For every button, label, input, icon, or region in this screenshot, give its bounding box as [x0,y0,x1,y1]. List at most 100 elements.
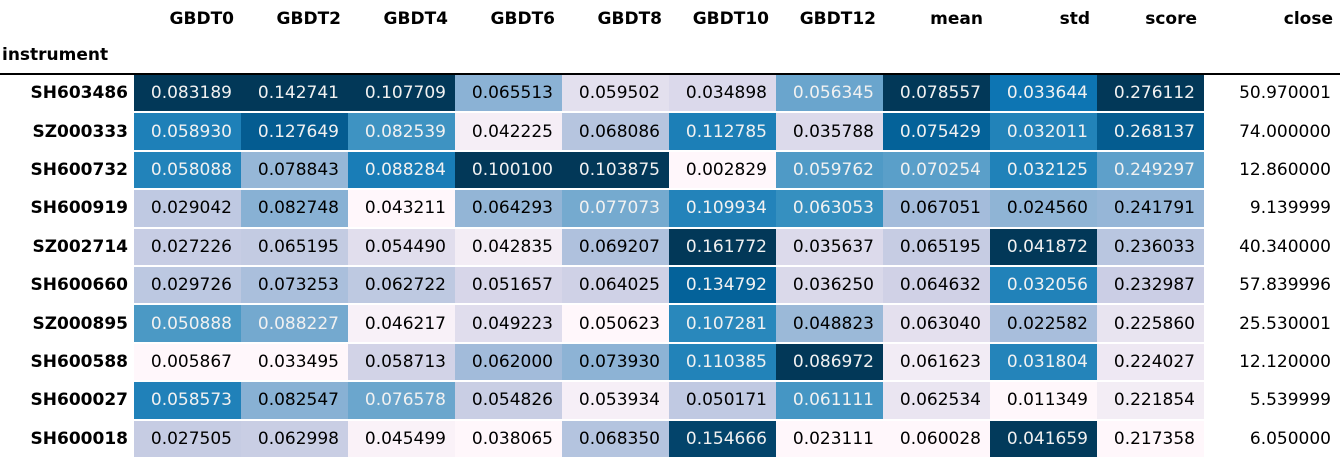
heatmap-cell: 0.276112 [1097,75,1204,114]
heatmap-cell: 0.063053 [776,190,883,229]
table-row-SZ000333: SZ000333 0.058930 0.127649 0.082539 0.042225… [0,113,1340,152]
table-header: GBDT0 GBDT2 GBDT4 GBDT6 GBDT8 GBDT10 GBDT12 mea… [0,0,1340,75]
corner-blank-cell [0,0,134,38]
value-cell-close: 9.139999 [1204,190,1340,229]
heatmap-cell: 0.142741 [241,75,348,114]
heatmap-cell: 0.062000 [455,343,562,383]
heatmap-cell: 0.154666 [669,420,776,459]
heatmap-cell: 0.050623 [562,305,669,344]
heatmap-cell: 0.054826 [455,382,562,421]
heatmap-cell: 0.058573 [134,382,241,421]
row-label: SH603486 [0,75,134,114]
table-row-SH600588: SH600588 0.005867 0.033495 0.058713 0.062000… [0,343,1340,383]
heatmap-cell: 0.022582 [990,305,1097,344]
heatmap-cell: 0.035788 [776,113,883,152]
row-label: SH600660 [0,266,134,306]
heatmap-cell: 0.161772 [669,228,776,267]
heatmap-cell: 0.077073 [562,190,669,229]
heatmap-cell: 0.110385 [669,343,776,383]
column-header-score: score [1145,9,1197,29]
heatmap-cell: 0.076578 [348,382,455,421]
heatmap-cell: 0.217358 [1097,420,1204,459]
column-header-close: close [1283,9,1333,29]
heatmap-cell: 0.065195 [241,228,348,267]
heatmap-cell: 0.036250 [776,266,883,306]
heatmap-cell: 0.060028 [883,420,990,459]
heatmap-cell: 0.109934 [669,190,776,229]
heatmap-cell: 0.082748 [241,190,348,229]
value-cell-close: 57.839996 [1204,266,1340,306]
heatmap-cell: 0.059502 [562,75,669,114]
heatmap-cell: 0.042225 [455,113,562,152]
heatmap-cell: 0.241791 [1097,190,1204,229]
heatmap-cell: 0.041872 [990,228,1097,267]
column-header-GBDT6: GBDT6 [490,9,555,29]
heatmap-cell: 0.078557 [883,75,990,114]
heatmap-cell: 0.011349 [990,382,1097,421]
row-label: SH600732 [0,151,134,191]
value-cell-close: 50.970001 [1204,75,1340,114]
heatmap-cell: 0.029042 [134,190,241,229]
heatmap-cell: 0.070254 [883,151,990,191]
heatmap-cell: 0.035637 [776,228,883,267]
heatmap-cell: 0.023111 [776,420,883,459]
heatmap-cell: 0.031804 [990,343,1097,383]
heatmap-cell: 0.065195 [883,228,990,267]
index-header-row: instrument [0,38,1340,75]
heatmap-cell: 0.078843 [241,151,348,191]
heatmap-cell: 0.005867 [134,343,241,383]
heatmap-cell: 0.063040 [883,305,990,344]
heatmap-cell: 0.062534 [883,382,990,421]
heatmap-cell: 0.088284 [348,151,455,191]
heatmap-cell: 0.049223 [455,305,562,344]
heatmap-cell: 0.236033 [1097,228,1204,267]
heatmap-cell: 0.053934 [562,382,669,421]
heatmap-cell: 0.127649 [241,113,348,152]
heatmap-cell: 0.050171 [669,382,776,421]
heatmap-cell: 0.046217 [348,305,455,344]
heatmap-cell: 0.050888 [134,305,241,344]
table-body: SH603486 0.083189 0.142741 0.107709 0.065513… [0,75,1340,459]
value-cell-close: 12.120000 [1204,343,1340,383]
heatmap-cell: 0.045499 [348,420,455,459]
heatmap-cell: 0.051657 [455,266,562,306]
column-header-GBDT12: GBDT12 [799,9,876,29]
heatmap-cell: 0.249297 [1097,151,1204,191]
heatmap-cell: 0.029726 [134,266,241,306]
heatmap-cell: 0.134792 [669,266,776,306]
column-header-GBDT10: GBDT10 [692,9,769,29]
value-cell-close: 74.000000 [1204,113,1340,152]
heatmap-cell: 0.082547 [241,382,348,421]
heatmap-cell: 0.225860 [1097,305,1204,344]
heatmap-cell: 0.062998 [241,420,348,459]
heatmap-cell: 0.103875 [562,151,669,191]
heatmap-cell: 0.069207 [562,228,669,267]
heatmap-cell: 0.073253 [241,266,348,306]
row-label: SH600027 [0,382,134,421]
heatmap-cell: 0.075429 [883,113,990,152]
row-label: SH600588 [0,343,134,383]
column-header-std: std [1059,9,1090,29]
table-row-SH600660: SH600660 0.029726 0.073253 0.062722 0.051657… [0,266,1340,306]
heatmap-cell: 0.042835 [455,228,562,267]
heatmap-cell: 0.068086 [562,113,669,152]
value-cell-close: 40.340000 [1204,228,1340,267]
heatmap-cell: 0.043211 [348,190,455,229]
heatmap-cell: 0.058713 [348,343,455,383]
column-header-GBDT4: GBDT4 [383,9,448,29]
heatmap-cell: 0.068350 [562,420,669,459]
heatmap-cell: 0.086972 [776,343,883,383]
heatmap-cell: 0.002829 [669,151,776,191]
table-row-SH600018: SH600018 0.027505 0.062998 0.045499 0.038065… [0,420,1340,459]
heatmap-cell: 0.083189 [134,75,241,114]
heatmap-cell: 0.088227 [241,305,348,344]
heatmap-cell: 0.062722 [348,266,455,306]
heatmap-cell: 0.073930 [562,343,669,383]
column-header-mean: mean [930,9,983,29]
column-header-GBDT0: GBDT0 [169,9,234,29]
row-label: SZ000895 [0,305,134,344]
heatmap-cell: 0.027505 [134,420,241,459]
heatmap-cell: 0.221854 [1097,382,1204,421]
heatmap-cell: 0.054490 [348,228,455,267]
heatmap-cell: 0.041659 [990,420,1097,459]
